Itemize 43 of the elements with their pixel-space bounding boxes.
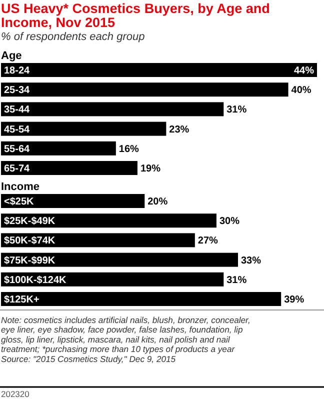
y-tick-label: $125K+ (4, 294, 40, 306)
y-tick-label: <$25K (4, 196, 35, 208)
y-tick-label: 65-74 (4, 164, 30, 174)
y-tick-label: $50K-$74K (4, 236, 56, 247)
data-label: 16% (118, 144, 140, 155)
bar (1, 161, 138, 175)
text: US Heavy* Cosmetics Buyers, by Age and Income, Nov 2015 (1, 1, 270, 30)
bar (1, 82, 288, 97)
bar (1, 141, 116, 156)
data-label: 33% (241, 255, 262, 266)
chart-title: Income (1, 181, 40, 193)
bar (1, 272, 224, 286)
y-tick-label: 35-44 (4, 104, 30, 116)
bar (1, 102, 224, 116)
data-label: 40% (291, 85, 312, 96)
y-tick-label: 55-64 (4, 144, 30, 155)
bar (1, 233, 195, 248)
data-label: 27% (198, 236, 218, 247)
data-label: 30% (219, 216, 240, 228)
y-tick-label: $75K-$99K (4, 255, 56, 266)
source-note: Source: "2015 Cosmetics Study," Dec 9, 2015 (1, 354, 176, 364)
bar (1, 252, 238, 267)
data-label: 44% (294, 66, 314, 76)
data-label: 39% (284, 294, 304, 306)
data-label: 31% (226, 104, 247, 116)
y-tick-label: $100K-$124K (4, 274, 68, 286)
bar (1, 292, 282, 306)
chart-title: Age (1, 50, 22, 62)
data-label: 31% (226, 274, 247, 286)
y-tick-label: 25-34 (4, 85, 30, 96)
bar (1, 63, 317, 77)
y-tick-label: 45-54 (4, 124, 30, 136)
data-label: 19% (140, 164, 161, 174)
text: % of respondents each group (1, 31, 145, 43)
data-label: 23% (169, 124, 190, 136)
bar (1, 214, 216, 228)
text: 202320 (1, 389, 30, 399)
data-label: 20% (148, 196, 168, 208)
y-tick-label: $25K-$49K (4, 216, 56, 228)
y-tick-label: 18-24 (4, 66, 30, 76)
bar (1, 194, 145, 208)
bar (1, 122, 166, 136)
text: Note: cosmetics includes artificial nails, blush, bronzer, concealer, eye liner, eye shadow, face powder, false lashes, foundation, lip gloss, lip liner, lipstick, mascara, nail kits, nail polish and nail treatment; *purchasing more than 10 types of products a year (1, 314, 250, 354)
